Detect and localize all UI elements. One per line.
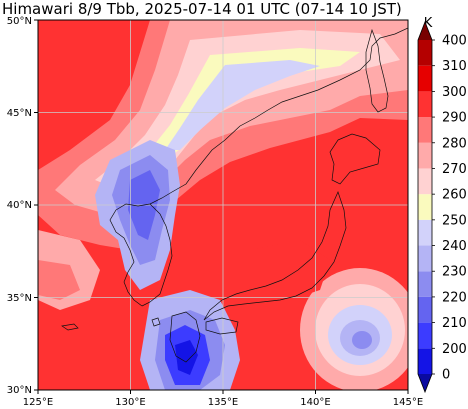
colorbar-unit: K	[424, 16, 433, 31]
colorbar-segment	[418, 219, 432, 246]
colorbar: K 0 200 210 220 230 240 250 260 270 280 290 300 310 4…	[417, 16, 467, 394]
colorbar-segment	[418, 322, 432, 349]
colorbar-label: 310	[442, 59, 467, 74]
colorbar-label: 240	[442, 239, 467, 254]
y-tick-label: 30°N	[7, 385, 32, 396]
colorbar-label: 300	[442, 85, 467, 100]
colorbar-segment	[418, 22, 432, 40]
colorbar-label: 230	[442, 265, 467, 280]
x-tick-label: 140°E	[300, 397, 330, 408]
colorbar-label: 280	[442, 136, 467, 151]
colorbar-label: 0	[442, 368, 450, 383]
colorbar-segment	[418, 168, 432, 195]
colorbar-segment	[418, 271, 432, 297]
colorbar-label: 400	[442, 34, 467, 49]
y-tick-label: 45°N	[7, 108, 32, 119]
colorbar-segment	[418, 348, 432, 374]
y-tick-label: 40°N	[7, 200, 32, 211]
colorbar-label: 210	[442, 316, 467, 331]
colorbar-segment	[418, 142, 432, 169]
x-tick-label: 130°E	[115, 397, 145, 408]
colorbar-segment	[418, 296, 432, 323]
brightness-temperature-field	[38, 20, 408, 390]
colorbar-segment	[418, 91, 432, 118]
colorbar-segment	[418, 374, 432, 392]
x-tick-label: 135°E	[208, 397, 238, 408]
colorbar-label: 200	[442, 342, 467, 357]
colorbar-segment	[418, 40, 432, 66]
colorbar-label: 270	[442, 162, 467, 177]
colorbar-segment	[418, 194, 432, 220]
y-tick-label: 35°N	[7, 293, 32, 304]
colorbar-label: 220	[442, 290, 467, 305]
colorbar-segment	[418, 117, 432, 143]
coastlines	[61, 27, 408, 363]
y-tick-label: 50°N	[7, 16, 32, 27]
colorbar-segment	[418, 65, 432, 92]
map-title: Himawari 8/9 Tbb, 2025-07-14 01 UTC (07-…	[2, 0, 402, 18]
x-tick-label: 125°E	[23, 397, 53, 408]
colorbar-segment	[418, 245, 432, 272]
axis-ticks	[34, 19, 409, 394]
colorbar-label: 250	[442, 213, 467, 228]
colorbar-label: 260	[442, 188, 467, 203]
colorbar-label: 290	[442, 111, 467, 126]
x-tick-label: 145°E	[393, 397, 423, 408]
